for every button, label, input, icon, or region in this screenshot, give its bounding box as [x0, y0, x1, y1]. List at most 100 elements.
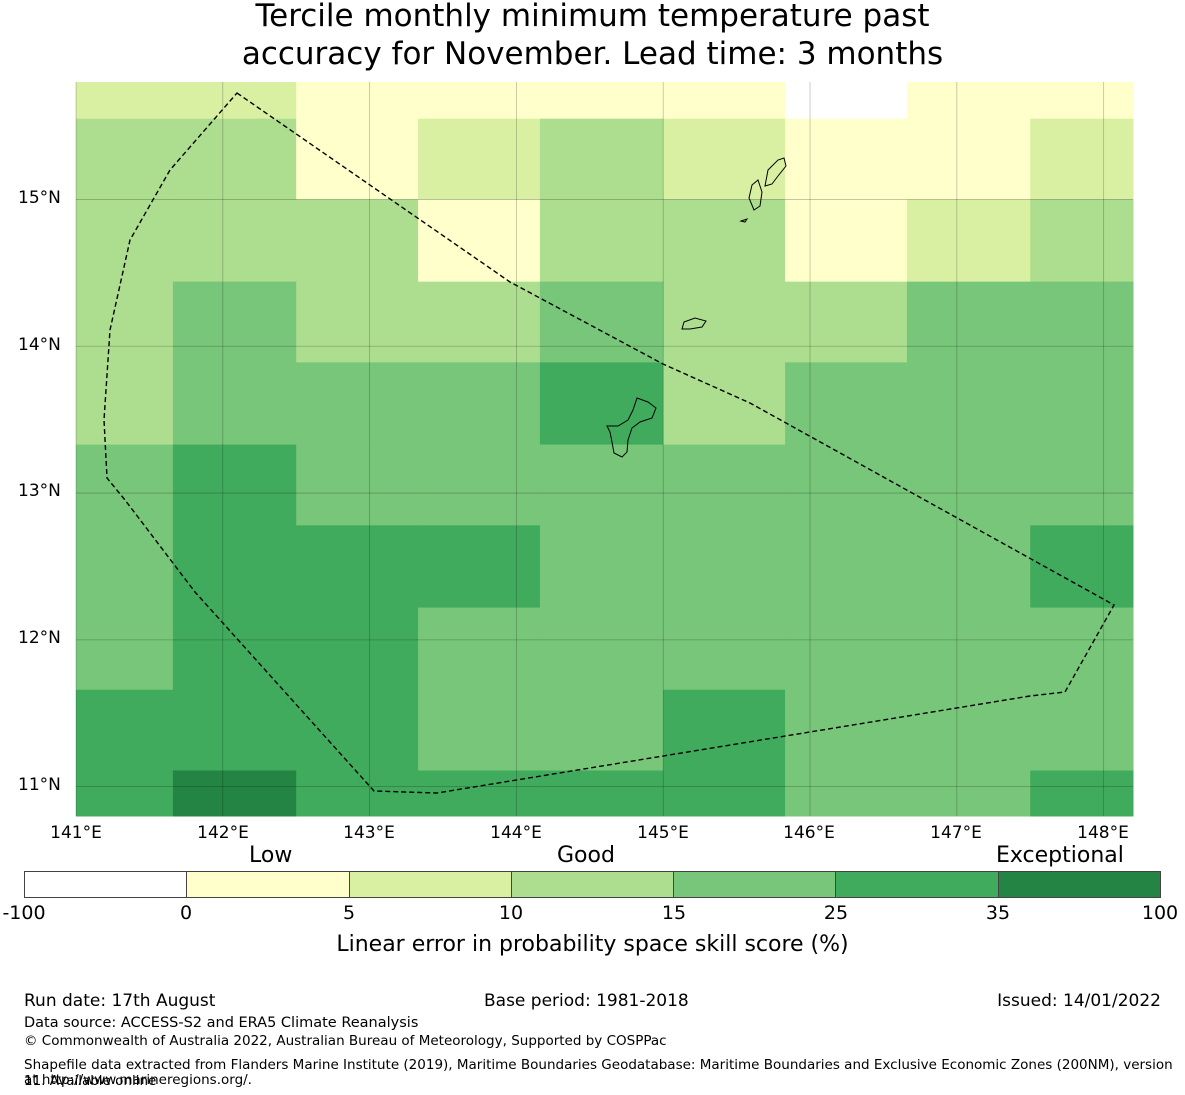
grid-cell: [76, 525, 174, 609]
run-date: Run date: 17th August: [24, 991, 216, 1011]
grid-cell: [539, 770, 664, 817]
grid-cell: [418, 607, 541, 691]
grid-cell: [172, 525, 297, 609]
lat-label-15n: 15°N: [18, 188, 61, 208]
grid-cell: [539, 525, 664, 609]
colorbar-segment-neg100-0: [25, 872, 188, 897]
grid-cell: [296, 118, 419, 200]
grid-cell: [663, 770, 786, 817]
grid-cell: [785, 770, 908, 817]
grid-cell: [76, 82, 174, 120]
grid-cell: [76, 770, 174, 817]
grid-cell: [785, 82, 908, 120]
grid-cell: [296, 281, 419, 363]
grid-cell: [539, 281, 664, 363]
grid-cell: [76, 199, 174, 283]
grid-cell: [539, 607, 664, 691]
lat-label-12n: 12°N: [18, 628, 61, 648]
grid-cell: [539, 199, 664, 283]
grid-cell: [906, 770, 1031, 817]
lat-label-14n: 14°N: [18, 335, 61, 355]
grid-cell: [172, 362, 297, 446]
grid-cell: [785, 689, 908, 771]
grid-cell: [418, 362, 541, 446]
grid-cell: [296, 689, 419, 771]
colorbar-tick: 15: [661, 902, 687, 924]
grid-cell: [663, 689, 786, 771]
guam-island-outline: [606, 397, 657, 458]
data-source: Data source: ACCESS-S2 and ERA5 Climate …: [24, 1015, 419, 1031]
legend-category-low: Low: [249, 843, 293, 868]
lon-label-141e: 141°E: [50, 823, 102, 843]
grid-cell: [1030, 689, 1134, 771]
map-title-line2: accuracy for November. Lead time: 3 mont…: [241, 36, 944, 72]
colorbar-tick: 5: [342, 902, 356, 924]
map-title-line1: Tercile monthly minimum temperature past: [255, 0, 930, 34]
grid-cell: [906, 607, 1031, 691]
colorbar-segment-25-35: [836, 872, 999, 897]
colorbar-tick: 10: [498, 902, 524, 924]
grid-cell: [172, 118, 297, 200]
grid-cell: [1030, 525, 1134, 609]
grid-cell: [172, 770, 297, 817]
islands: [606, 157, 787, 458]
grid-cell: [76, 362, 174, 446]
grid-cell: [906, 281, 1031, 363]
grid-cell: [785, 525, 908, 609]
grid-cell: [172, 82, 297, 120]
grid-cell: [418, 689, 541, 771]
grid-cell: [906, 525, 1031, 609]
lon-label-148e: 148°E: [1077, 823, 1129, 843]
grid-cell: [663, 82, 786, 120]
lon-label-142e: 142°E: [197, 823, 249, 843]
grid-cell: [663, 199, 786, 283]
colorbar-tick: 0: [179, 902, 193, 924]
colorbar: [24, 871, 1161, 898]
grid-cell: [172, 607, 297, 691]
grid-cell: [1030, 281, 1134, 363]
grid-cell: [418, 444, 541, 526]
colorbar-segment-15-25: [674, 872, 837, 897]
grid-cell: [663, 525, 786, 609]
grid-cell: [1030, 607, 1134, 691]
shapefile-credit-line2: at http://www.marineregions.org/.: [24, 1072, 252, 1088]
grid-cell: [296, 525, 419, 609]
grid-cell: [906, 82, 1031, 120]
lat-label-11n: 11°N: [18, 775, 61, 795]
colorbar-tick: 25: [823, 902, 849, 924]
grid-cell: [1030, 82, 1134, 120]
grid-cell: [785, 281, 908, 363]
grid-cell: [76, 281, 174, 363]
legend-category-good: Good: [557, 843, 615, 868]
aguijan-island-outline: [739, 218, 749, 223]
grid-cell: [906, 444, 1031, 526]
grid-cell: [296, 199, 419, 283]
grid-cell: [76, 689, 174, 771]
lat-label-13n: 13°N: [18, 481, 61, 501]
grid-cell: [539, 689, 664, 771]
copyright: © Commonwealth of Australia 2022, Austra…: [24, 1033, 667, 1049]
grid-cell: [296, 82, 419, 120]
grid-cell: [785, 444, 908, 526]
grid-cell: [418, 118, 541, 200]
eez-boundary: [103, 92, 1115, 794]
grid-cell: [663, 607, 786, 691]
lon-label-145e: 145°E: [637, 823, 689, 843]
grid-cell: [785, 118, 908, 200]
grid-cell: [663, 362, 786, 446]
issued-date: Issued: 14/01/2022: [997, 991, 1161, 1011]
saipan-island-outline: [764, 157, 787, 187]
grid-cell: [172, 199, 297, 283]
grid-cell: [296, 770, 419, 817]
colorbar-label: Linear error in probability space skill …: [336, 932, 849, 957]
grid-cell: [76, 607, 174, 691]
skill-score-map: [75, 82, 1134, 817]
grid-cell: [1030, 118, 1134, 200]
legend-category-exceptional: Exceptional: [996, 843, 1124, 868]
grid-cell: [906, 362, 1031, 446]
lon-label-143e: 143°E: [343, 823, 395, 843]
lon-label-147e: 147°E: [930, 823, 982, 843]
grid-cell: [418, 770, 541, 817]
grid-cell: [785, 607, 908, 691]
grid-cell: [172, 444, 297, 526]
